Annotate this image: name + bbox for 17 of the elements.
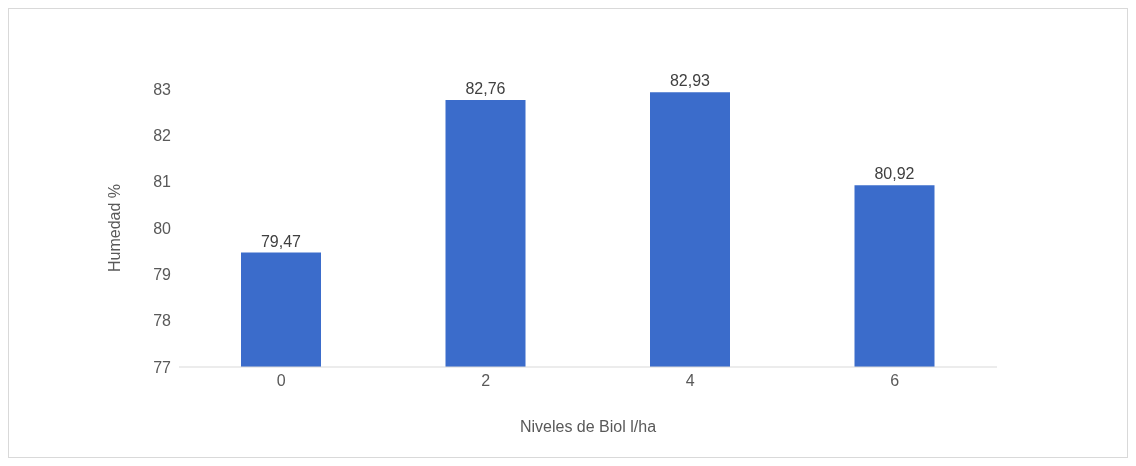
y-tick-label: 78 xyxy=(153,312,172,330)
y-tick-label: 81 xyxy=(153,173,172,191)
y-axis-title: Humedad % xyxy=(105,183,123,273)
x-tick-label: 0 xyxy=(276,372,286,390)
x-axis-title: Niveles de Biol l/ha xyxy=(519,418,657,435)
y-tick-label: 83 xyxy=(153,80,172,98)
y-tick-label: 77 xyxy=(153,358,172,376)
data-label: 79,47 xyxy=(260,232,302,250)
data-label: 82,76 xyxy=(465,80,506,98)
x-tick-label: 4 xyxy=(685,372,695,390)
x-tick-label: 6 xyxy=(890,372,900,390)
x-tick-label: 2 xyxy=(481,372,491,390)
y-tick-label: 80 xyxy=(153,219,172,237)
y-tick-label: 82 xyxy=(153,127,172,145)
data-label: 80,92 xyxy=(874,165,915,183)
y-tick-label: 79 xyxy=(153,266,172,284)
data-label: 82,93 xyxy=(669,72,711,90)
